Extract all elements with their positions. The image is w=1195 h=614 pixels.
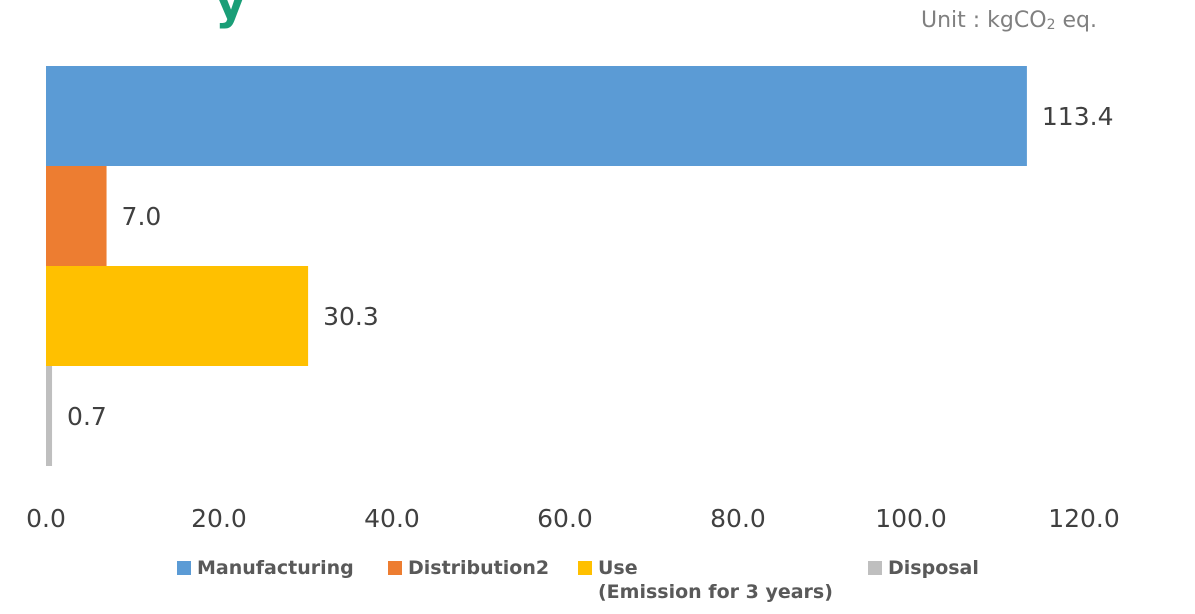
bar-disposal bbox=[46, 366, 53, 466]
legend-item-disposal: Disposal bbox=[868, 556, 979, 580]
value-labels: 113.4 7.0 30.3 0.7 bbox=[67, 102, 1113, 431]
unit-label: Unit : kgCO2 eq. bbox=[921, 8, 1097, 33]
legend-label: Manufacturing bbox=[197, 556, 354, 580]
unit-suffix: eq. bbox=[1055, 8, 1097, 33]
bar-chart: 113.4 7.0 30.3 0.7 0.0 20.0 40.0 60.0 80.0 100.0… bbox=[26, 66, 1120, 533]
legend-swatch bbox=[388, 561, 402, 575]
value-label-distribution2: 7.0 bbox=[122, 202, 162, 231]
x-tick-label: 20.0 bbox=[191, 504, 247, 533]
bars bbox=[46, 66, 1027, 466]
legend-item-manufacturing: Manufacturing bbox=[177, 556, 354, 580]
value-label-disposal: 0.7 bbox=[67, 402, 107, 431]
legend-item-distribution2: Distribution2 bbox=[388, 556, 549, 580]
title-fragment: y bbox=[215, 0, 247, 30]
unit-subscript: 2 bbox=[1046, 17, 1056, 33]
bar-manufacturing bbox=[46, 66, 1027, 166]
x-tick-label: 80.0 bbox=[710, 504, 766, 533]
legend-swatch bbox=[578, 561, 592, 575]
legend-label-line: Use bbox=[598, 557, 638, 579]
legend-label-line: Disposal bbox=[888, 557, 979, 579]
x-tick-label: 60.0 bbox=[537, 504, 593, 533]
legend-label-line: Distribution2 bbox=[408, 557, 550, 579]
legend-swatch bbox=[177, 561, 191, 575]
legend-sublabel: (Emission for 3 years) bbox=[598, 581, 833, 603]
legend-label: Disposal bbox=[888, 556, 979, 580]
legend-label: Use (Emission for 3 years) bbox=[598, 556, 833, 604]
legend-label-line: Manufacturing bbox=[197, 557, 354, 579]
value-label-manufacturing: 113.4 bbox=[1042, 102, 1114, 131]
bar-use bbox=[46, 266, 309, 366]
x-tick-label: 40.0 bbox=[364, 504, 420, 533]
legend-item-use: Use (Emission for 3 years) bbox=[578, 556, 833, 604]
legend: Manufacturing Distribution2 Use (Emission f… bbox=[0, 552, 1195, 614]
x-tick-label: 0.0 bbox=[26, 504, 66, 533]
legend-swatch bbox=[868, 561, 882, 575]
bar-distribution2 bbox=[46, 166, 107, 266]
x-axis-ticks: 0.0 20.0 40.0 60.0 80.0 100.0 120.0 bbox=[26, 504, 1120, 533]
legend-label: Distribution2 bbox=[408, 556, 549, 580]
x-tick-label: 120.0 bbox=[1048, 504, 1120, 533]
x-tick-label: 100.0 bbox=[875, 504, 947, 533]
unit-prefix: Unit : kgCO bbox=[921, 8, 1047, 33]
value-label-use: 30.3 bbox=[323, 302, 379, 331]
